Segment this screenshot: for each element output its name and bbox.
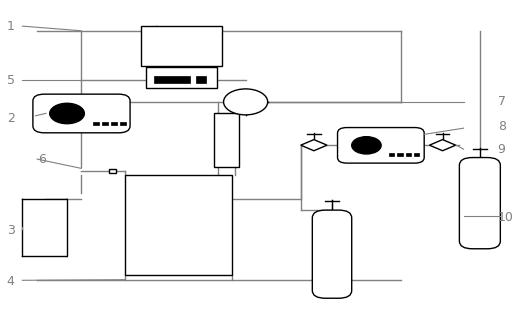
- FancyBboxPatch shape: [154, 76, 191, 83]
- Text: 6: 6: [38, 153, 46, 166]
- FancyBboxPatch shape: [389, 153, 394, 156]
- Circle shape: [352, 137, 381, 154]
- FancyBboxPatch shape: [33, 94, 130, 133]
- Polygon shape: [429, 139, 456, 151]
- Text: 5: 5: [6, 74, 14, 87]
- FancyBboxPatch shape: [22, 199, 67, 256]
- FancyBboxPatch shape: [120, 122, 126, 125]
- Text: 1: 1: [7, 20, 14, 33]
- Circle shape: [50, 103, 84, 124]
- FancyBboxPatch shape: [125, 174, 232, 275]
- Circle shape: [223, 89, 268, 115]
- FancyBboxPatch shape: [140, 26, 222, 66]
- Text: 2: 2: [7, 112, 14, 125]
- Text: 3: 3: [7, 224, 14, 237]
- FancyBboxPatch shape: [196, 76, 206, 83]
- FancyBboxPatch shape: [459, 158, 501, 249]
- FancyBboxPatch shape: [398, 153, 403, 156]
- Text: 10: 10: [498, 211, 514, 224]
- FancyBboxPatch shape: [102, 122, 108, 125]
- FancyBboxPatch shape: [313, 210, 352, 298]
- Text: 7: 7: [498, 95, 506, 108]
- FancyBboxPatch shape: [109, 169, 116, 173]
- FancyBboxPatch shape: [214, 113, 239, 167]
- FancyBboxPatch shape: [406, 153, 411, 156]
- FancyBboxPatch shape: [93, 122, 99, 125]
- Polygon shape: [301, 139, 327, 151]
- Text: 4: 4: [7, 275, 14, 288]
- Text: 8: 8: [498, 120, 506, 133]
- FancyBboxPatch shape: [146, 67, 216, 88]
- FancyBboxPatch shape: [414, 153, 419, 156]
- FancyBboxPatch shape: [111, 122, 117, 125]
- FancyBboxPatch shape: [337, 128, 424, 163]
- Text: 9: 9: [498, 143, 506, 156]
